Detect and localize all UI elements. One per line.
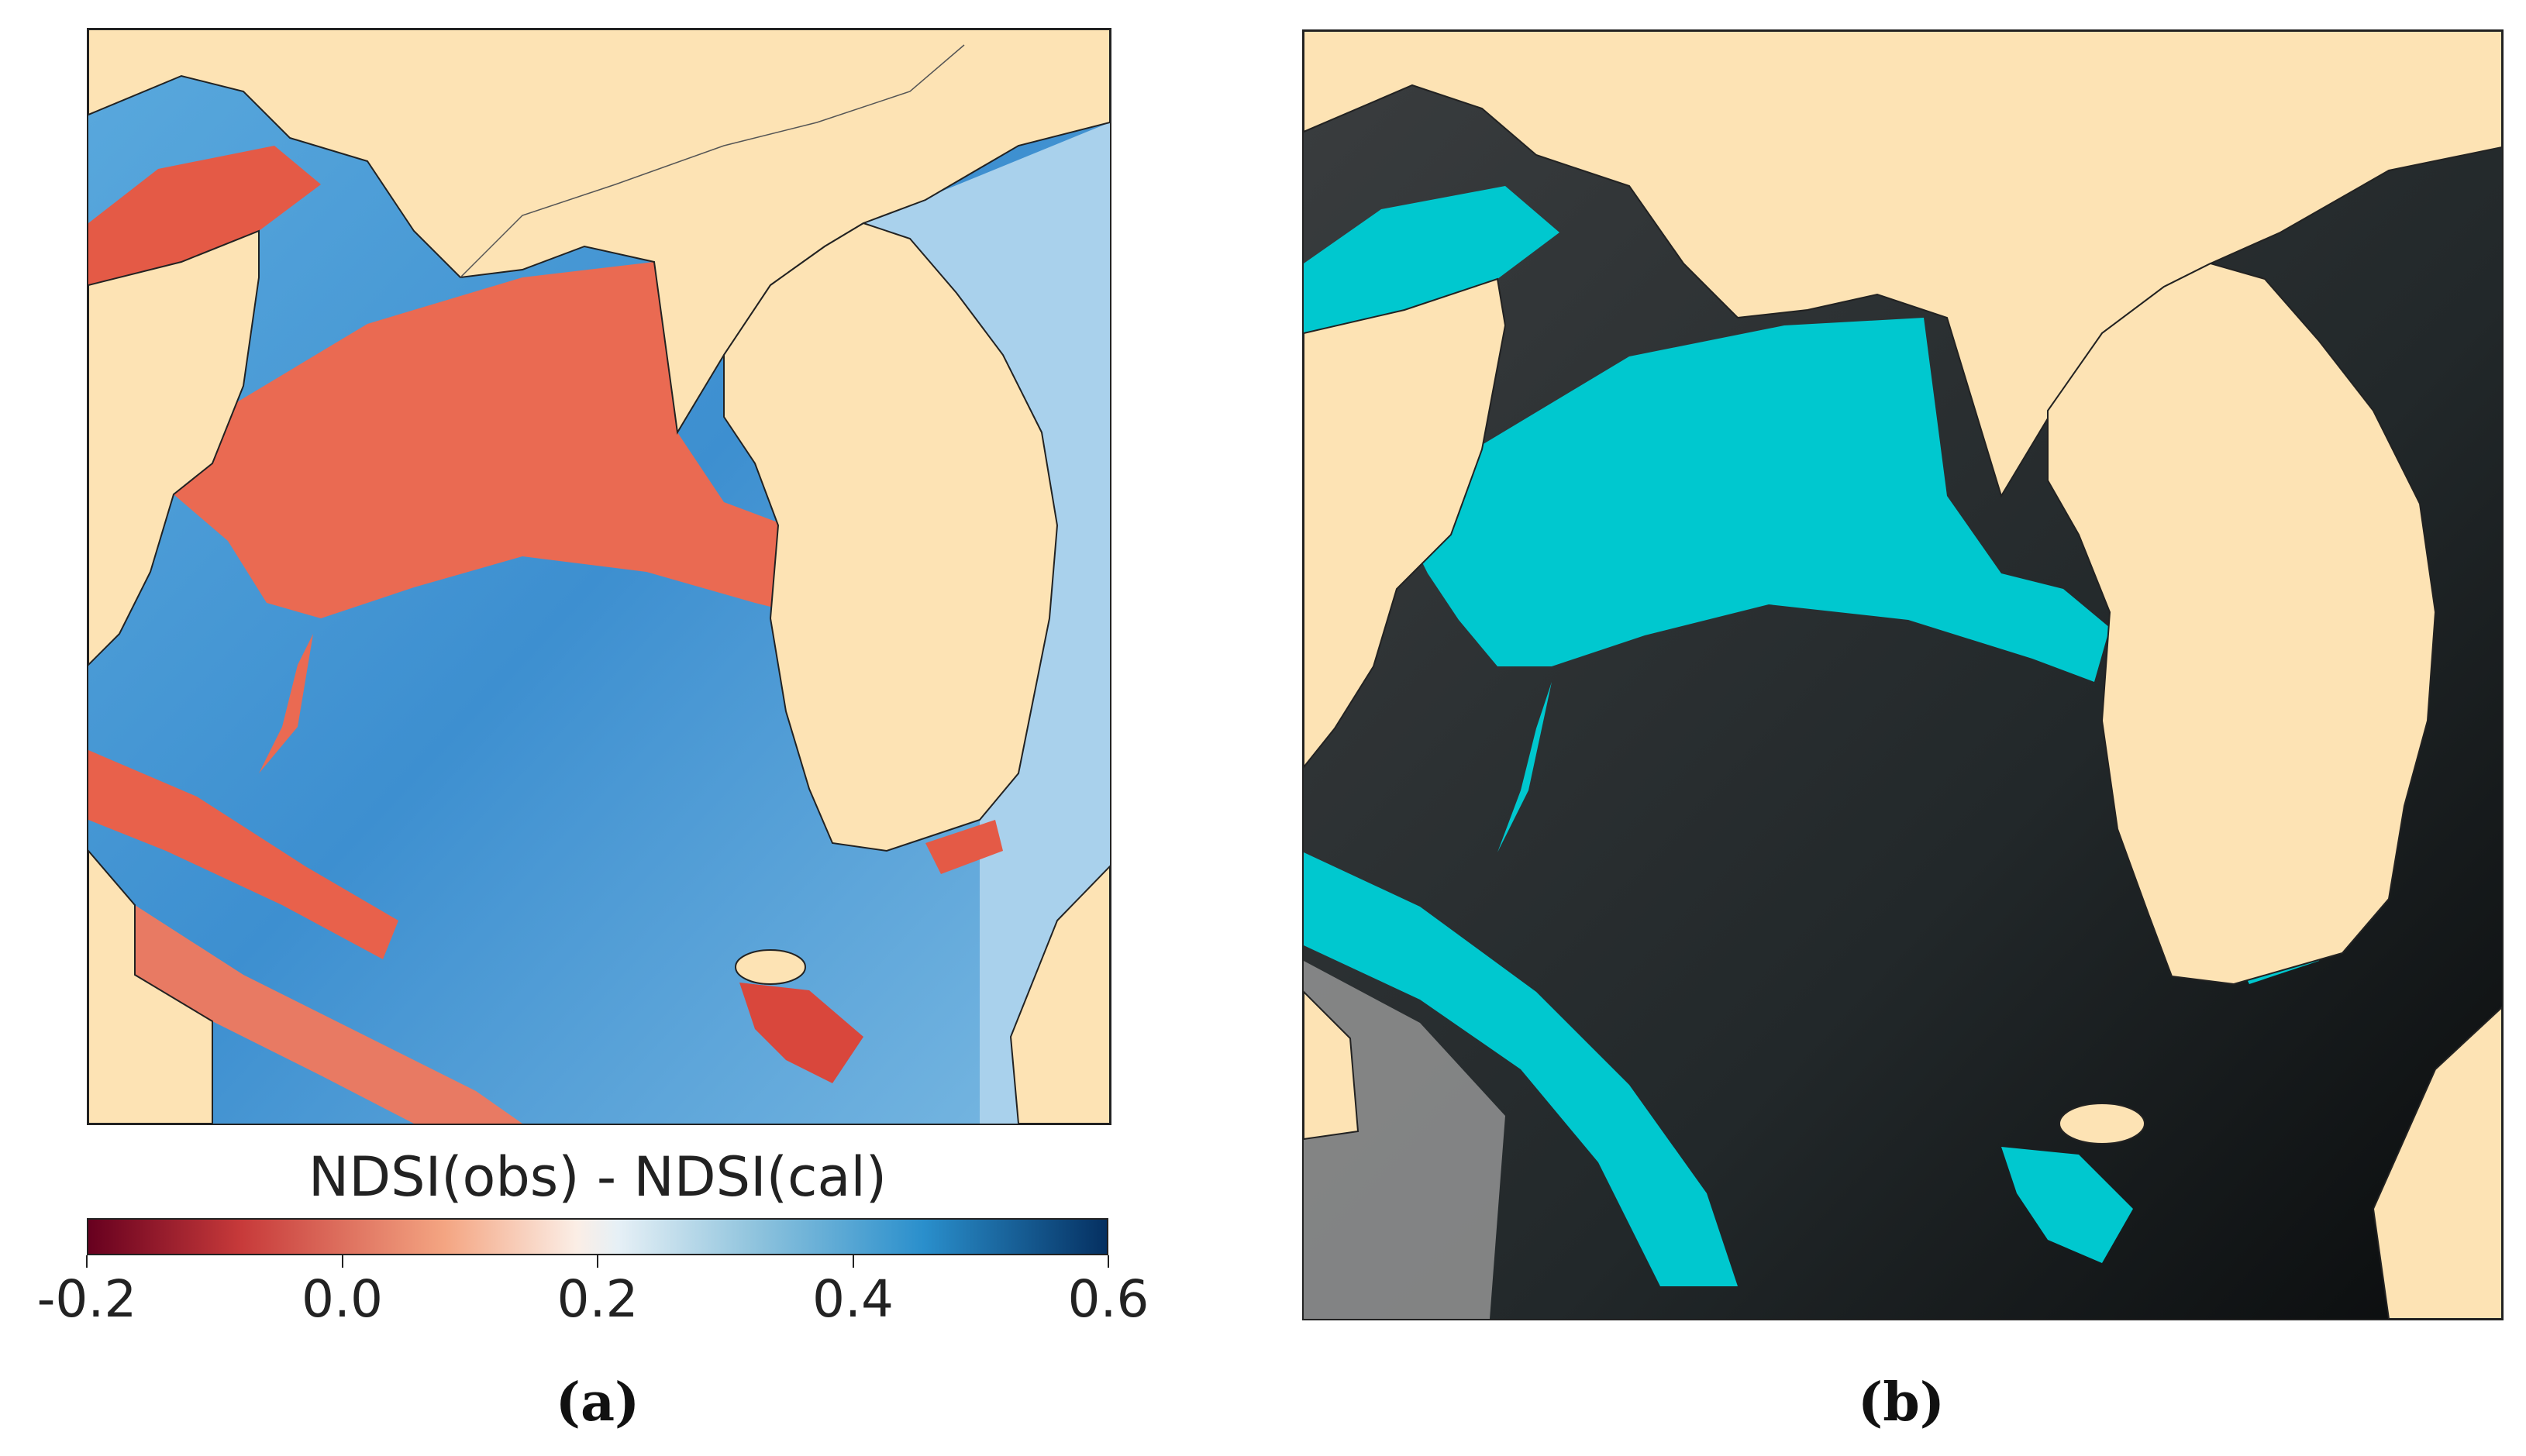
- colorbar-tick-label: 0.4: [812, 1269, 894, 1329]
- land-west: [1304, 277, 1507, 769]
- colorbar-tick-label: -0.2: [36, 1269, 137, 1329]
- red-band-1: [88, 750, 398, 959]
- colorbar: [87, 1218, 1108, 1255]
- red-patch-east: [925, 820, 1003, 874]
- land-japan: [1009, 865, 1110, 1124]
- colorbar-tick: [86, 1255, 88, 1268]
- land-southwest: [88, 849, 213, 1124]
- sea-ice-streak: [1497, 682, 1552, 852]
- sea-ice-rgb-map: [1302, 29, 2504, 1320]
- jeju-island: [2059, 1103, 2145, 1144]
- caption-a: (a): [555, 1372, 640, 1434]
- red-difference-region: [174, 262, 832, 618]
- border-line: [460, 44, 965, 278]
- land-korea: [2047, 262, 2437, 986]
- sea-ice-mask-bohai: [1397, 318, 2110, 682]
- colorbar-tick: [597, 1255, 598, 1268]
- ndsi-difference-map: [87, 28, 1111, 1125]
- land-korea: [723, 222, 1059, 852]
- land-north: [88, 29, 1110, 435]
- red-difference-region-north: [88, 146, 321, 285]
- jeju-island: [735, 949, 806, 985]
- land-southwest: [1304, 990, 1359, 1141]
- colorbar-tick: [341, 1255, 343, 1268]
- caption-b: (b): [1858, 1372, 1945, 1434]
- land-west: [88, 229, 260, 666]
- red-streak: [259, 634, 313, 773]
- sea-ice-rgb-map-svg: [1304, 31, 2502, 1319]
- sea-ice-patch-south: [2001, 1147, 2133, 1263]
- colorbar-tick: [1108, 1255, 1109, 1268]
- land-north: [1304, 31, 2502, 498]
- haze-southwest: [1304, 961, 1505, 1319]
- red-band-2: [135, 905, 522, 1124]
- sea-ice-mask-southwest: [1304, 852, 1738, 1286]
- red-patch-south: [739, 983, 863, 1083]
- colorbar-tick-label: 0.6: [1067, 1269, 1149, 1329]
- ndsi-difference-map-svg: [88, 29, 1110, 1124]
- colorbar-tick: [852, 1255, 854, 1268]
- colorbar-label: NDSI(obs) - NDSI(cal): [308, 1145, 887, 1209]
- land-japan: [2372, 1006, 2502, 1319]
- colorbar-tick-label: 0.2: [557, 1269, 639, 1329]
- colorbar-tick-label: 0.0: [302, 1269, 383, 1329]
- sea-ice-mask-north: [1304, 186, 1559, 333]
